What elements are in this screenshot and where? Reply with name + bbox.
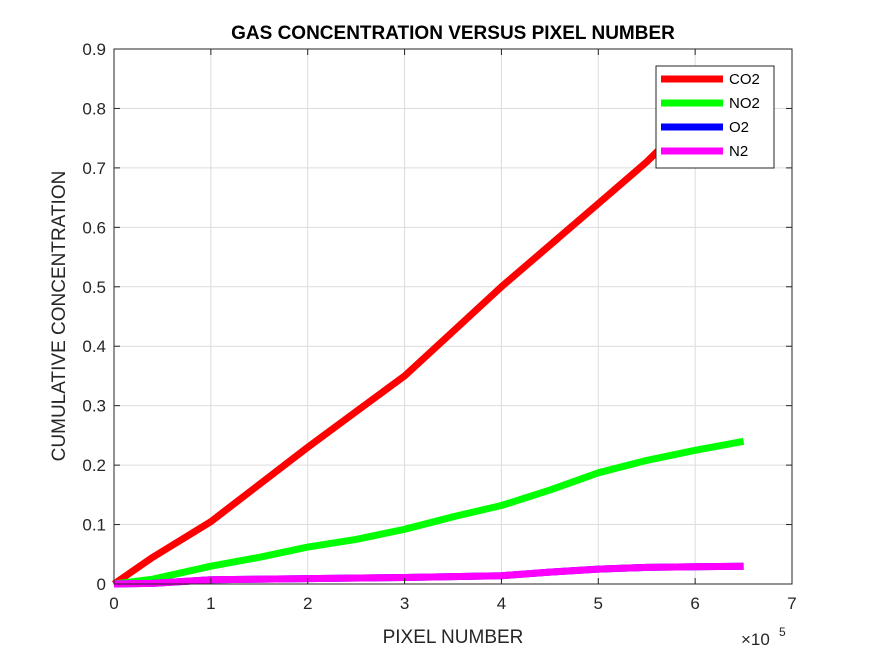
legend: CO2 NO2 O2 N2 [655, 65, 775, 169]
legend-label-no2: NO2 [729, 95, 760, 112]
series-line-co2 [112, 75, 746, 587]
x-tick-label: 6 [690, 594, 699, 613]
legend-label-co2: CO2 [729, 71, 760, 88]
x-tick-label: 4 [497, 594, 506, 613]
x-tick-label: 7 [787, 594, 796, 613]
y-tick-label: 0.9 [82, 40, 106, 59]
y-tick-label: 0 [97, 575, 106, 594]
x-axis-label: PIXEL NUMBER [383, 627, 524, 648]
legend-entries: CO2 NO2 O2 N2 [661, 71, 760, 160]
legend-label-o2: O2 [729, 119, 749, 136]
x-tick-label: 2 [303, 594, 312, 613]
x-exponent-base: ×10 [741, 630, 770, 649]
y-tick-label: 0.6 [82, 218, 106, 237]
y-tick-label: 0.1 [82, 516, 106, 535]
legend-label-n2: N2 [729, 143, 748, 160]
series-lines [112, 75, 746, 588]
x-exponent-power: 5 [779, 625, 786, 639]
plot-frame [113, 48, 793, 585]
y-tick-label: 0.8 [82, 99, 106, 118]
y-tick-label: 0.3 [82, 397, 106, 416]
y-tick-label: 0.5 [82, 278, 106, 297]
x-tick-label: 5 [594, 594, 603, 613]
y-axis-label: CUMULATIVE CONCENTRATION [49, 171, 70, 462]
y-tick-label: 0.4 [82, 337, 106, 356]
y-tick-label: 0.7 [82, 159, 106, 178]
x-tick-label: 1 [206, 594, 215, 613]
series-line-no2 [113, 437, 745, 588]
x-tick-label: 0 [109, 594, 118, 613]
chart-title: GAS CONCENTRATION VERSUS PIXEL NUMBER [231, 23, 675, 44]
y-tick-label: 0.2 [82, 456, 106, 475]
series-line-n2 [113, 562, 744, 588]
axis-ticks: 0 1 2 3 4 5 6 7 0 0.1 0.2 0.3 0.4 0.5 0.6 0.7 0.8 0.9 [82, 40, 796, 613]
x-tick-label: 3 [400, 594, 409, 613]
